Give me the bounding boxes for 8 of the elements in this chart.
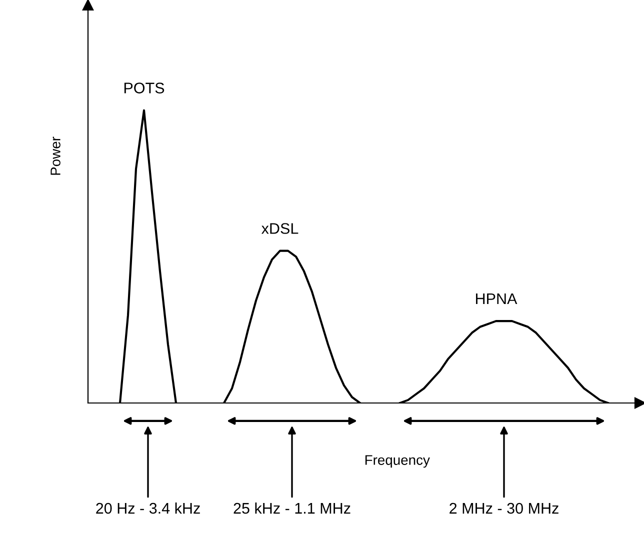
series-label: xDSL — [261, 223, 298, 234]
text: 25 kHz - 1.1 MHz — [234, 502, 350, 514]
text: 20 Hz - 3.4 kHz — [96, 502, 200, 514]
series-label: HPNA — [476, 293, 518, 304]
x-axis-title: Frequency — [365, 455, 430, 468]
series-label: POTS — [124, 82, 164, 94]
y-axis-title: Power — [50, 136, 60, 175]
text: 2 MHz - 30 MHz — [450, 502, 558, 514]
